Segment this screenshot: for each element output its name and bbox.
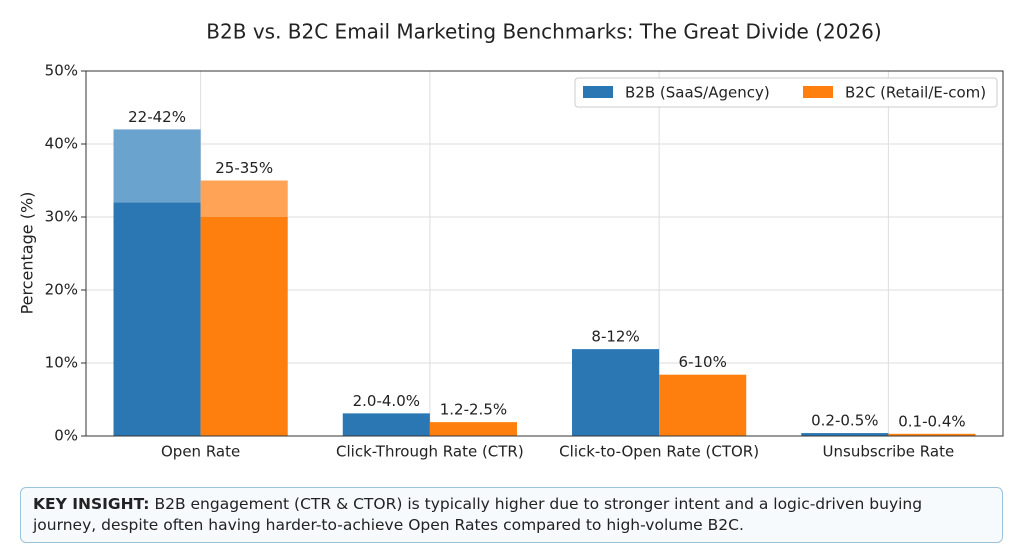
legend: B2B (SaaS/Agency) B2C (Retail/E-com): [574, 77, 998, 108]
data-label: 8-12%: [591, 328, 639, 346]
y-axis-label: Percentage (%): [18, 192, 37, 315]
x-tick-label: Open Rate: [161, 443, 240, 461]
data-label: 0.1-0.4%: [898, 412, 965, 430]
bar: [659, 374, 747, 436]
y-tick-label: 40%: [45, 135, 78, 153]
legend-label: B2C (Retail/E-com): [845, 84, 986, 102]
chart-title: B2B vs. B2C Email Marketing Benchmarks: …: [206, 20, 881, 44]
legend-box: [574, 77, 998, 108]
data-label: 22-42%: [128, 108, 186, 126]
legend-swatch: [803, 86, 833, 98]
legend-swatch: [583, 86, 613, 98]
bar-range-extension: [113, 129, 201, 203]
y-tick-label: 30%: [45, 208, 78, 226]
bar: [113, 202, 201, 436]
bar: [342, 413, 430, 436]
data-label: 1.2-2.5%: [440, 401, 507, 419]
plot-frame: [85, 70, 1004, 437]
insight-label: KEY INSIGHT:: [33, 495, 150, 513]
insight-text: B2B engagement (CTR & CTOR) is typically…: [33, 495, 923, 534]
bar-range-extension: [200, 180, 288, 217]
y-tick-label: 10%: [45, 354, 78, 372]
data-label: 2.0-4.0%: [353, 392, 420, 410]
chart: B2B vs. B2C Email Marketing Benchmarks: …: [18, 20, 1004, 461]
data-label: 0.2-0.5%: [811, 412, 878, 430]
bar: [801, 433, 889, 436]
data-label: 6-10%: [679, 353, 727, 371]
bar: [429, 422, 517, 436]
y-tick-label: 0%: [54, 427, 78, 445]
bar: [888, 433, 976, 436]
bar: [200, 217, 288, 436]
data-label: 25-35%: [215, 159, 273, 177]
legend-label: B2B (SaaS/Agency): [625, 84, 770, 102]
x-tick-label: Click-Through Rate (CTR): [336, 443, 524, 461]
y-tick-label: 20%: [45, 281, 78, 299]
x-tick-label: Unsubscribe Rate: [823, 443, 955, 461]
bar: [572, 349, 660, 436]
insight-box: KEY INSIGHT: B2B engagement (CTR & CTOR)…: [20, 487, 1003, 543]
x-tick-label: Click-to-Open Rate (CTOR): [559, 443, 759, 461]
y-tick-label: 50%: [45, 62, 78, 80]
